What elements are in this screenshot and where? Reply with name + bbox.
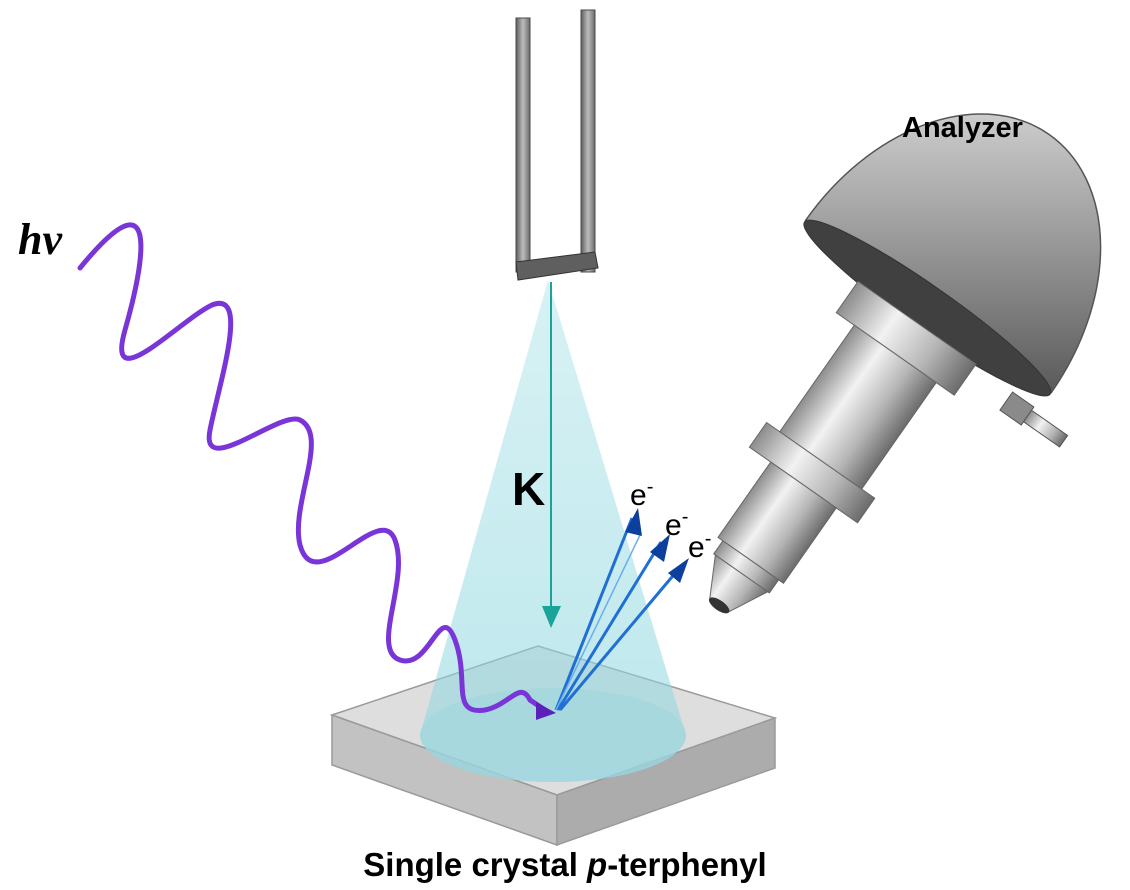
cone-body [420, 280, 686, 782]
analyzer-tip-end [708, 597, 730, 614]
analyzer-dome [804, 113, 1102, 394]
electron-label-3: e- [688, 528, 712, 564]
holder-right-bar [580, 9, 596, 273]
momentum-arrowhead [542, 606, 561, 628]
crystal-right-face [556, 716, 776, 847]
cone-base [420, 688, 686, 782]
analyzer [708, 113, 1102, 614]
momentum-label: K [512, 463, 546, 515]
analyzer-tip [709, 554, 769, 613]
holder-left-bar [515, 17, 531, 273]
photon-wave [77, 222, 556, 720]
holder-base [515, 251, 599, 281]
electron-arrows [554, 508, 689, 711]
photon-label: hν [18, 215, 62, 264]
sample-holder [515, 9, 599, 281]
emission-cone [420, 280, 686, 782]
electron-arrowhead-3 [668, 558, 689, 583]
electron-label-1: e- [630, 476, 654, 512]
analyzer-side-port-cap [1022, 409, 1069, 448]
electron-arrowhead-1 [625, 508, 642, 536]
electron-label-2: e- [665, 506, 689, 542]
analyzer-label: Analyzer [902, 112, 1023, 144]
sample-caption: Single crystal p-terphenyl [363, 846, 767, 883]
photon-arrowhead [536, 702, 556, 720]
momentum-arrow [542, 282, 561, 628]
electron-arrowhead-2 [650, 534, 670, 562]
